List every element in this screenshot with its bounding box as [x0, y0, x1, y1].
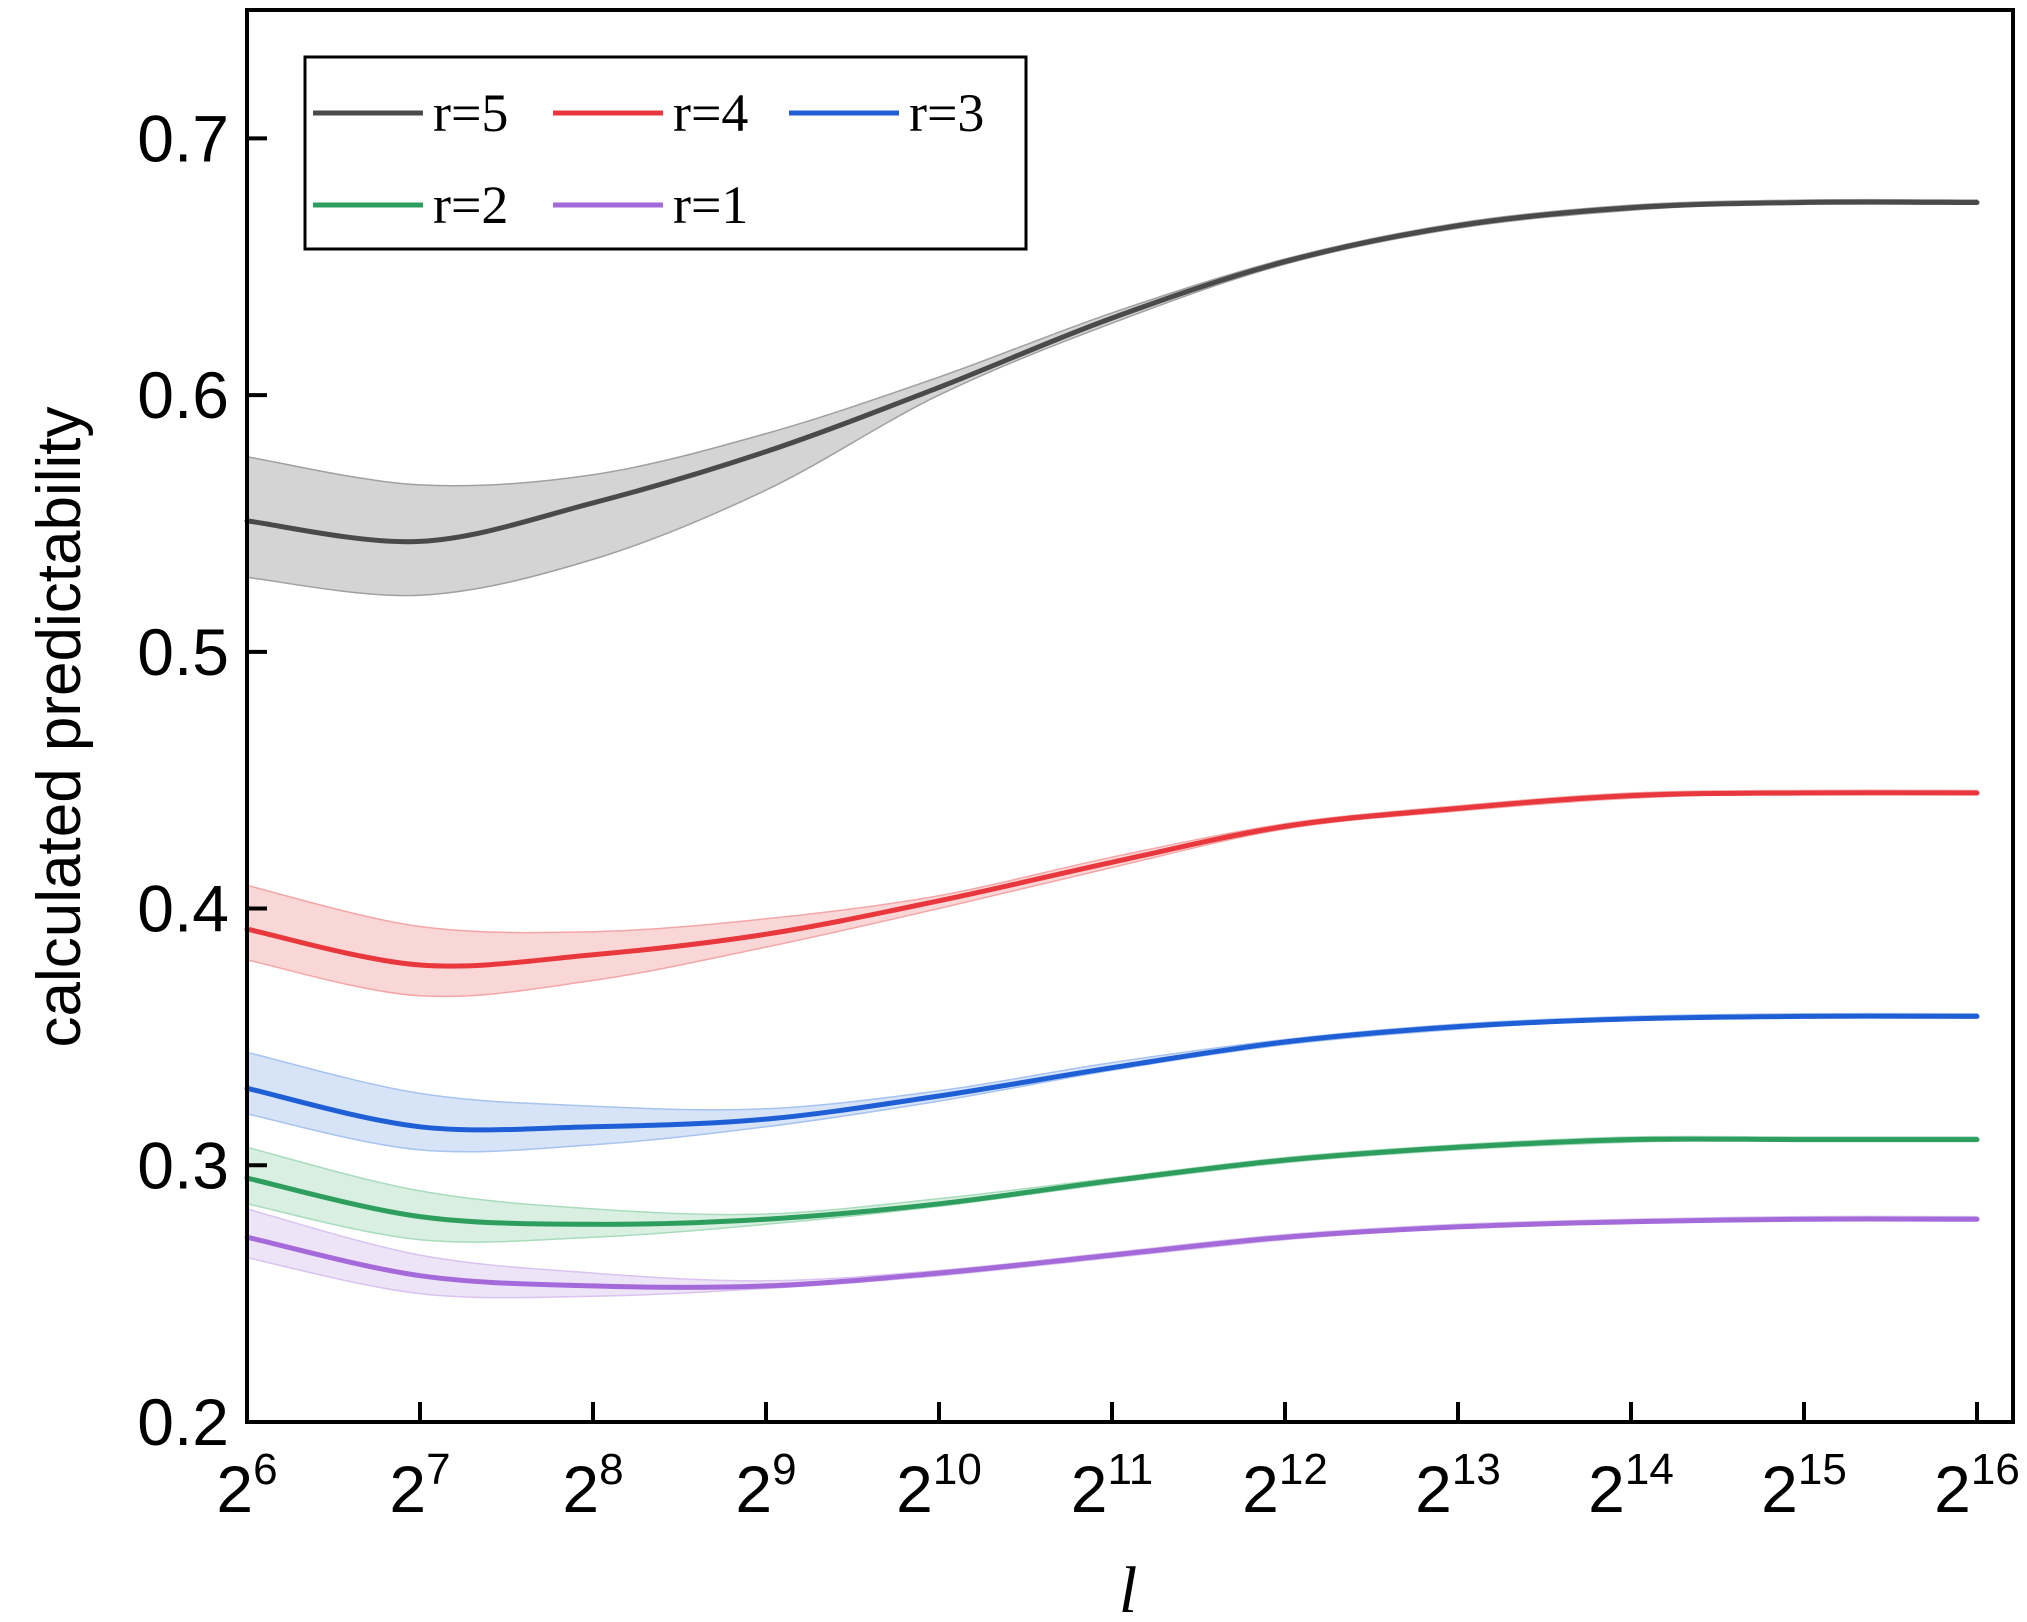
x-tick-label: 213 — [1415, 1445, 1501, 1526]
x-tick-label: 211 — [1071, 1445, 1153, 1526]
x-tick-base: 2 — [1761, 1452, 1798, 1526]
x-tick-exponent: 6 — [253, 1445, 277, 1494]
legend-label-r3: r=3 — [909, 83, 984, 143]
x-tick-label: 27 — [389, 1445, 450, 1526]
x-tick-base: 2 — [896, 1452, 933, 1526]
x-tick-exponent: 16 — [1971, 1445, 2020, 1494]
series-line-r3 — [244, 1013, 1980, 1133]
x-tick-base: 2 — [1588, 1452, 1625, 1526]
series-lines — [244, 199, 1980, 1290]
series-line-r2 — [244, 1136, 1980, 1227]
x-tick-label: 210 — [896, 1445, 982, 1526]
x-tick-base: 2 — [1071, 1452, 1108, 1526]
x-tick-label: 214 — [1588, 1445, 1674, 1526]
x-tick-label: 212 — [1242, 1445, 1328, 1526]
x-tick-label: 216 — [1934, 1445, 2020, 1526]
y-tick-label: 0.4 — [137, 872, 229, 946]
x-tick-base: 2 — [1242, 1452, 1279, 1526]
legend-label-r5: r=5 — [433, 83, 508, 143]
x-tick-exponent: 9 — [772, 1445, 796, 1494]
x-tick-base: 2 — [562, 1452, 599, 1526]
y-tick-label: 0.3 — [137, 1128, 229, 1202]
legend-label-r2: r=2 — [433, 175, 508, 235]
series-line-r5 — [244, 199, 1980, 545]
x-tick-label: 28 — [562, 1445, 623, 1526]
legend-box — [303, 55, 1028, 251]
series-line-r4 — [244, 790, 1980, 969]
x-tick-exponent: 10 — [933, 1445, 982, 1494]
x-tick-exponent: 13 — [1452, 1445, 1501, 1494]
x-tick-base: 2 — [1934, 1452, 1971, 1526]
series-line-r1 — [244, 1216, 1980, 1290]
y-tick-label: 0.7 — [137, 101, 229, 175]
y-tick-label: 0.2 — [137, 1385, 229, 1459]
x-tick-label: 29 — [735, 1445, 796, 1526]
x-tick-label: 26 — [216, 1445, 277, 1526]
plot-frame — [245, 8, 2015, 1424]
axes — [245, 8, 2015, 1424]
legend: r=5 r=4 r=3 r=2 r=1 — [303, 55, 1028, 251]
x-tick-base: 2 — [735, 1452, 772, 1526]
x-tick-base: 2 — [1415, 1452, 1452, 1526]
x-axis-label: l — [1119, 1554, 1137, 1622]
x-tick-exponent: 12 — [1279, 1445, 1328, 1494]
x-tick-base: 2 — [389, 1452, 426, 1526]
x-tick-exponent: 14 — [1625, 1445, 1674, 1494]
x-tick-exponent: 8 — [599, 1445, 623, 1494]
x-tick-base: 2 — [216, 1452, 253, 1526]
y-tick-label: 0.6 — [137, 358, 229, 432]
y-axis-label: calculated predictability — [25, 406, 94, 1047]
x-tick-exponent: 11 — [1108, 1445, 1154, 1494]
ticks: 0.20.30.40.50.60.726 27 28 29 210 211 212 213 21… — [137, 101, 2020, 1526]
y-tick-label: 0.5 — [137, 615, 229, 689]
x-tick-exponent: 15 — [1798, 1445, 1847, 1494]
x-tick-label: 215 — [1761, 1445, 1847, 1526]
legend-label-r1: r=1 — [673, 175, 748, 235]
x-tick-exponent: 7 — [426, 1445, 450, 1494]
legend-label-r4: r=4 — [673, 83, 748, 143]
